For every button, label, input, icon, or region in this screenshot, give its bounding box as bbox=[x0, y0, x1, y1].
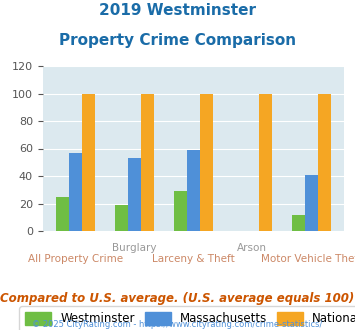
Text: Property Crime Comparison: Property Crime Comparison bbox=[59, 33, 296, 48]
Text: 2019 Westminster: 2019 Westminster bbox=[99, 3, 256, 18]
Bar bbox=[82, 93, 95, 231]
Bar bbox=[69, 152, 82, 231]
Text: Motor Vehicle Theft: Motor Vehicle Theft bbox=[261, 254, 355, 264]
Bar bbox=[174, 191, 187, 231]
Bar bbox=[305, 175, 318, 231]
Text: Compared to U.S. average. (U.S. average equals 100): Compared to U.S. average. (U.S. average … bbox=[0, 292, 355, 305]
Bar bbox=[128, 158, 141, 231]
Bar bbox=[141, 93, 154, 231]
Text: Arson: Arson bbox=[237, 243, 267, 252]
Text: Burglary: Burglary bbox=[113, 243, 157, 252]
Legend: Westminster, Massachusetts, National: Westminster, Massachusetts, National bbox=[20, 306, 355, 330]
Text: Larceny & Theft: Larceny & Theft bbox=[152, 254, 235, 264]
Bar bbox=[115, 205, 128, 231]
Text: © 2025 CityRating.com - https://www.cityrating.com/crime-statistics/: © 2025 CityRating.com - https://www.city… bbox=[32, 320, 323, 329]
Text: All Property Crime: All Property Crime bbox=[28, 254, 123, 264]
Bar bbox=[292, 214, 305, 231]
Bar bbox=[259, 93, 272, 231]
Bar bbox=[200, 93, 213, 231]
Bar bbox=[187, 150, 200, 231]
Bar bbox=[56, 197, 69, 231]
Bar bbox=[318, 93, 331, 231]
